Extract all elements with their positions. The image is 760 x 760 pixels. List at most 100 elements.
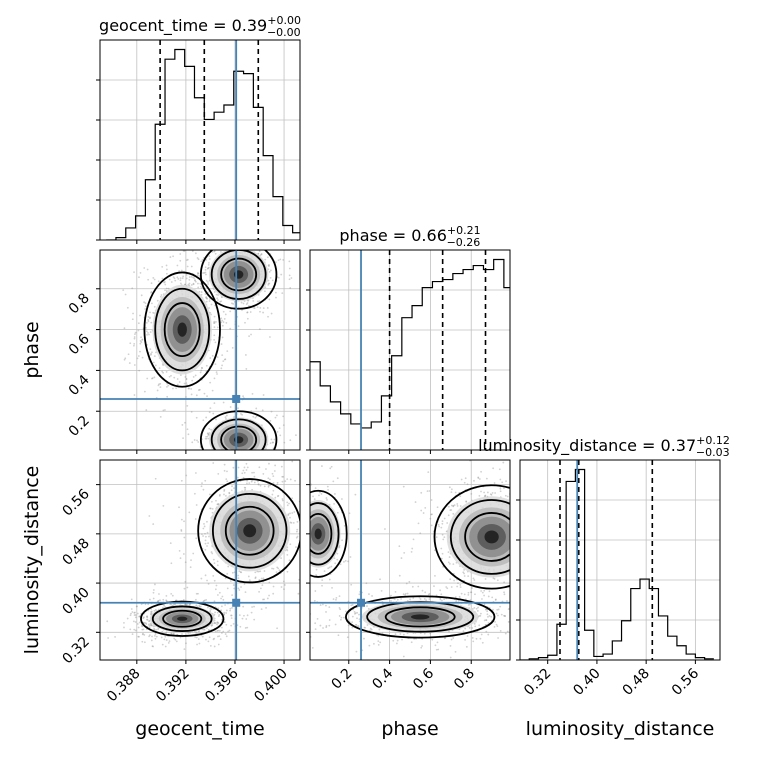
sample-point — [209, 381, 212, 384]
sample-point — [275, 261, 277, 264]
sample-point — [262, 452, 264, 454]
sample-point — [506, 630, 509, 633]
sample-point — [534, 522, 536, 524]
sample-point — [263, 290, 266, 293]
sample-point — [178, 549, 181, 552]
sample-point — [165, 272, 168, 275]
sample-point — [196, 272, 199, 274]
sample-point — [252, 306, 255, 309]
sample-point — [399, 633, 402, 635]
sample-point — [197, 389, 200, 391]
sample-point — [228, 243, 230, 245]
sample-point — [246, 317, 249, 320]
sample-point — [151, 635, 153, 638]
sample-point — [158, 593, 160, 595]
sample-point — [179, 636, 182, 639]
sample-point — [429, 517, 432, 520]
sample-point — [152, 645, 154, 648]
sample-point — [326, 485, 329, 488]
sample-point — [217, 615, 220, 618]
sample-point — [258, 579, 261, 581]
sample-point — [134, 333, 136, 336]
sample-point — [223, 611, 226, 614]
sample-point — [503, 487, 505, 490]
sample-point — [134, 616, 137, 619]
sample-point — [133, 364, 136, 366]
sample-point — [166, 395, 169, 398]
sample-point — [467, 603, 470, 606]
sample-point — [266, 307, 269, 309]
sample-point — [452, 512, 455, 515]
sample-point — [207, 434, 210, 436]
contour-2 — [310, 512, 333, 555]
sample-point — [216, 326, 219, 329]
sample-point — [532, 532, 534, 534]
sample-point — [151, 351, 153, 354]
sample-point — [142, 617, 145, 620]
sample-point — [147, 320, 150, 323]
x-tick-label-luminosity_distance: 0.48 — [620, 666, 653, 699]
sample-point — [237, 245, 239, 247]
sample-point — [166, 385, 168, 388]
sample-point — [194, 252, 197, 255]
sample-point — [522, 495, 524, 497]
sample-point — [449, 509, 452, 512]
sample-point — [260, 253, 263, 256]
sample-point — [106, 620, 109, 623]
sample-point — [427, 593, 430, 596]
sample-point — [190, 388, 193, 390]
sample-point — [478, 615, 481, 617]
sample-point — [178, 381, 181, 383]
sample-point — [164, 635, 167, 638]
sample-point — [142, 616, 145, 619]
sample-point — [205, 435, 207, 438]
sample-point — [423, 598, 426, 600]
sample-point — [187, 283, 190, 286]
sample-point — [525, 572, 527, 574]
sample-point — [180, 528, 183, 531]
contour-2 — [162, 609, 203, 628]
sample-point — [473, 622, 476, 625]
sample-point — [213, 402, 216, 405]
sample-point — [244, 321, 246, 324]
sample-point — [555, 550, 557, 552]
sample-point — [408, 580, 411, 583]
sample-point — [251, 462, 253, 464]
sample-point — [150, 321, 153, 324]
sample-point — [334, 623, 337, 626]
sample-point — [209, 507, 211, 510]
sample-point — [134, 629, 137, 632]
sample-point — [473, 606, 476, 609]
sample-point — [148, 619, 151, 622]
sample-point — [187, 433, 190, 436]
sample-point — [198, 275, 201, 277]
sample-point — [232, 450, 234, 452]
sample-point — [319, 604, 322, 606]
sample-point — [242, 302, 245, 305]
sample-point — [205, 300, 208, 303]
sample-point — [277, 276, 280, 279]
sample-point — [307, 501, 309, 503]
sample-point — [288, 502, 290, 505]
y-tick-label-luminosity_distance: 0.40 — [59, 585, 92, 618]
sample-point — [229, 406, 232, 408]
sample-point — [167, 384, 170, 387]
sample-point — [563, 553, 565, 555]
sample-point — [240, 453, 242, 455]
sample-point — [238, 243, 240, 245]
sample-point — [146, 333, 148, 336]
density-level-4 — [177, 616, 188, 621]
sample-point — [146, 377, 149, 380]
sample-point — [265, 606, 267, 609]
sample-point — [453, 504, 456, 507]
sample-point — [514, 508, 516, 510]
sample-point — [267, 282, 270, 285]
sample-point — [462, 571, 465, 574]
sample-point — [379, 578, 381, 581]
sample-point — [213, 250, 216, 253]
sample-point — [237, 587, 240, 590]
sample-point — [204, 479, 207, 482]
sample-point — [314, 590, 317, 592]
sample-point — [272, 441, 274, 444]
sample-point — [275, 571, 278, 574]
